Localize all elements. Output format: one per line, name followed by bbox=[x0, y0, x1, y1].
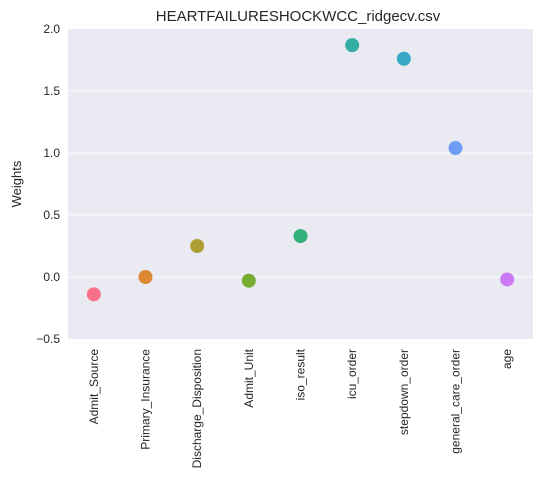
data-point bbox=[293, 229, 308, 244]
data-points bbox=[86, 38, 515, 302]
chart-title: HEARTFAILURESHOCKWCC_ridgecv.csv bbox=[156, 8, 441, 25]
data-point bbox=[241, 273, 256, 288]
x-tick-label: Primary_Insurance bbox=[139, 349, 153, 450]
x-tick-label: icu_order bbox=[345, 349, 359, 399]
y-tick-label: 0.5 bbox=[43, 208, 60, 222]
y-tick-label: 0.0 bbox=[43, 270, 60, 284]
x-tick-label: Admit_Source bbox=[87, 349, 101, 425]
plot-area bbox=[68, 29, 533, 339]
data-point bbox=[500, 272, 515, 287]
y-tick-label: 2.0 bbox=[43, 22, 60, 36]
data-point bbox=[190, 239, 205, 253]
data-point bbox=[86, 287, 101, 302]
x-tick-label: Discharge_Disposition bbox=[190, 349, 204, 468]
x-tick-label: general_care_order bbox=[449, 349, 463, 454]
data-point bbox=[345, 38, 360, 53]
grid-lines bbox=[68, 90, 533, 278]
x-tick-label: stepdown_order bbox=[397, 349, 411, 435]
x-axis: Admit_Source Primary_Insurance Discharge_D… bbox=[87, 348, 514, 468]
data-point bbox=[138, 270, 153, 284]
y-axis: −0.5 0.0 0.5 1.0 1.5 2.0 bbox=[36, 22, 60, 346]
y-tick-label: 1.0 bbox=[43, 146, 60, 160]
x-tick-label: iso_result bbox=[294, 348, 308, 400]
data-point bbox=[396, 51, 411, 66]
y-tick-label: 1.5 bbox=[43, 84, 60, 98]
data-point bbox=[448, 141, 463, 156]
y-tick-label: −0.5 bbox=[36, 332, 60, 346]
x-tick-label: Admit_Unit bbox=[242, 348, 256, 407]
y-axis-label: Weights bbox=[9, 160, 24, 207]
x-tick-label: age bbox=[500, 349, 514, 369]
